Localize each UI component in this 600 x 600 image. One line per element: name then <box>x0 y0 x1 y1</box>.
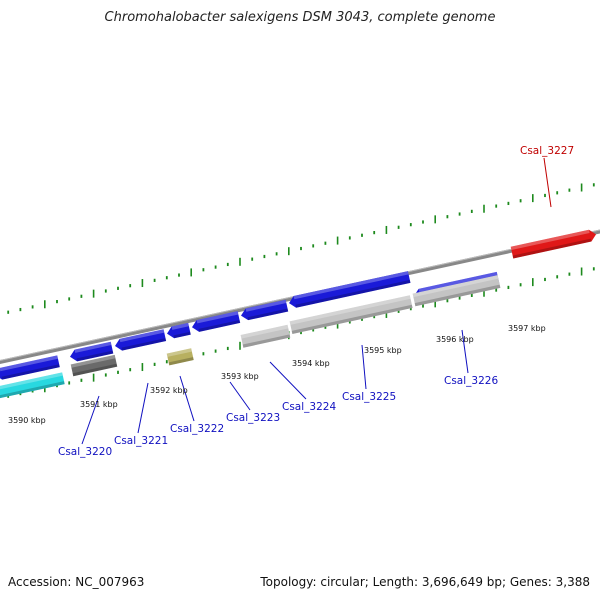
gene-arrow-shade <box>198 319 241 332</box>
misc-box-shape <box>166 348 194 366</box>
scale-label: 3591 kbp <box>80 400 118 409</box>
callout-leader-line <box>137 382 149 434</box>
gene-label[interactable]: Csal_3224 <box>282 401 336 413</box>
gene-arrow[interactable] <box>240 299 289 322</box>
scale-labels: 3590 kbp 3591 kbp 3592 kbp 3593 kbp 3594 kbp… <box>8 324 546 425</box>
gene-label[interactable]: Csal_3222 <box>170 423 224 435</box>
pseudo-box-highlight <box>70 354 116 368</box>
gene-arrow-shape <box>70 341 114 362</box>
scale-label: 3592 kbp <box>150 386 188 395</box>
gene-arrow-shape <box>289 271 411 308</box>
rna-box[interactable] <box>0 372 65 399</box>
gene-arrow-highlight <box>0 355 58 372</box>
gene-arrow-red-shape <box>510 229 597 259</box>
gray-box-highlight <box>289 295 411 325</box>
callout-leader-line <box>229 381 251 411</box>
gray-box-highlight <box>240 324 289 339</box>
feature-track <box>0 228 598 399</box>
callout-leader-line <box>543 157 552 208</box>
scale-label: 3597 kbp <box>508 324 546 333</box>
gene-arrow-shape <box>167 322 191 339</box>
rna-box-shape <box>0 372 65 399</box>
gene-arrow-shape <box>192 311 241 332</box>
tick-track-lower <box>7 267 595 398</box>
gray-box[interactable] <box>289 295 413 335</box>
gene-arrow-highlight <box>293 271 409 300</box>
gene-arrow-shape <box>115 329 167 351</box>
rna-box-shade <box>0 381 65 399</box>
gene-arrow-shade <box>76 350 114 362</box>
accession-text: Accession: NC_007963 <box>8 575 145 589</box>
callout-leader-line <box>179 375 195 422</box>
gene-label[interactable]: Csal_3223 <box>226 412 280 424</box>
gray-box-shape <box>289 295 413 335</box>
rna-box-highlight <box>0 372 63 391</box>
gene-arrow-shape <box>241 299 289 321</box>
gray-box[interactable] <box>412 275 501 307</box>
gene-arrow-highlight <box>74 341 112 353</box>
gene-arrow[interactable] <box>191 311 241 333</box>
gray-box-shade <box>291 304 413 335</box>
gene-arrow-shade <box>295 279 411 308</box>
gene-callouts: Csal_3220Csal_3221Csal_3222Csal_3223Csal… <box>58 145 574 458</box>
gene-arrow-highlight <box>119 329 165 343</box>
gene-label[interactable]: Csal_3227 <box>520 145 574 157</box>
pseudo-box-shade <box>72 363 118 377</box>
gene-arrow-shape <box>0 355 60 380</box>
gene-arrow-highlight <box>196 311 239 324</box>
callout-leader-line <box>361 344 367 390</box>
tick-track-upper <box>7 183 595 314</box>
gene-label[interactable]: Csal_3225 <box>342 391 396 403</box>
gray-box-shade <box>242 334 291 348</box>
gene-arrow-shade <box>121 338 167 351</box>
scale-label: 3595 kbp <box>364 346 402 355</box>
gray-box-shape <box>240 324 291 348</box>
gene-arrow-shade <box>247 308 289 321</box>
scale-label: 3596 kbp <box>436 335 474 344</box>
scale-label: 3593 kbp <box>221 372 259 381</box>
misc-box[interactable] <box>166 348 194 366</box>
gray-box-shade <box>414 284 501 307</box>
gene-arrow-red-shade <box>512 238 592 259</box>
gene-label[interactable]: Csal_3220 <box>58 446 112 458</box>
callout-leader-line <box>81 395 100 445</box>
map-title: Chromohalobacter salexigens DSM 3043, co… <box>104 10 496 25</box>
gene-arrow-highlight <box>245 299 287 312</box>
callout-leader-line <box>269 361 307 400</box>
gene-arrow-red[interactable] <box>510 228 598 259</box>
gray-box-shape <box>412 275 501 307</box>
misc-box-shade <box>168 357 194 366</box>
scale-label: 3594 kbp <box>292 359 330 368</box>
gray-box[interactable] <box>240 324 291 348</box>
gene-arrow[interactable] <box>166 322 191 340</box>
gray-box-highlight <box>412 275 499 298</box>
gene-arrow-highlight <box>171 322 189 330</box>
gene-arrow[interactable] <box>0 355 60 381</box>
pseudo-box-shape <box>70 354 118 377</box>
topology-text: Topology: circular; Length: 3,696,649 bp… <box>260 575 590 589</box>
callout-leader-line <box>461 329 469 374</box>
gene-arrow-shade <box>1 364 60 380</box>
gene-label[interactable]: Csal_3221 <box>114 435 168 447</box>
gene-arrow[interactable] <box>69 341 114 363</box>
gene-arrow-red-highlight <box>510 229 590 251</box>
pseudo-box[interactable] <box>70 354 118 377</box>
gene-label[interactable]: Csal_3226 <box>444 375 498 387</box>
misc-box-highlight <box>166 348 192 357</box>
gene-arrow-highlight <box>418 271 498 293</box>
gene-arrow[interactable] <box>288 271 411 309</box>
gene-arrow-shade <box>173 331 191 339</box>
gene-arrow[interactable] <box>114 329 167 352</box>
scale-label: 3590 kbp <box>8 416 46 425</box>
